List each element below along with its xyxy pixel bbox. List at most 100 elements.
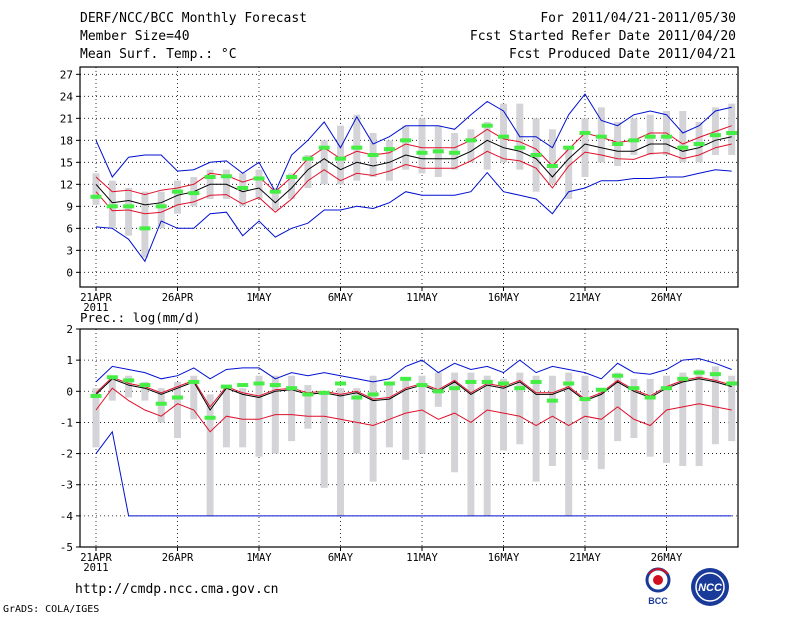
observation-marker [172, 395, 183, 400]
ensemble-box [92, 173, 100, 205]
ensemble-box [255, 375, 263, 457]
observation-marker [237, 186, 249, 190]
header-start-date: Fcst Started Refer Date 2011/04/20 [469, 29, 736, 44]
ensemble-box [190, 375, 198, 420]
ensemble-box [581, 375, 589, 460]
footer-url[interactable]: http://cmdp.ncc.cma.gov.cn [75, 582, 279, 597]
observation-marker [204, 415, 216, 420]
ensemble-box [483, 375, 491, 516]
observation-marker [351, 145, 363, 150]
observation-marker [449, 386, 461, 391]
observation-marker [286, 386, 298, 391]
series-line-lower-spread [95, 387, 732, 433]
x-tick-label: 26MAY [651, 292, 683, 304]
observation-marker [693, 370, 705, 375]
ensemble-box [565, 372, 573, 516]
observation-marker [335, 156, 346, 161]
observation-marker [123, 378, 135, 383]
observation-marker [106, 375, 118, 380]
observation-marker [563, 381, 575, 386]
ensemble-box [728, 375, 736, 442]
ensemble-box [271, 188, 279, 210]
ensemble-box [663, 375, 670, 463]
observation-marker [612, 373, 624, 378]
y-tick-label: 21 [60, 112, 73, 125]
ensemble-box [548, 129, 556, 185]
ensemble-box [125, 375, 133, 398]
header-variable: Mean Surf. Temp.: °C [80, 47, 237, 62]
y-tick-label: 27 [60, 68, 73, 81]
ensemble-box [337, 125, 344, 185]
observation-marker [188, 191, 200, 196]
observation-marker [514, 145, 526, 150]
observation-marker [220, 384, 232, 389]
ensemble-box [141, 191, 149, 258]
observation-marker [318, 145, 330, 150]
x-tick-label: 26APR [162, 552, 194, 564]
series-line-min [95, 430, 732, 517]
ensemble-box [597, 388, 605, 470]
x-year-label: 2011 [83, 562, 108, 574]
x-tick-label: 1MAY [246, 552, 272, 564]
observation-marker [465, 379, 477, 384]
ensemble-box [516, 372, 524, 445]
ensemble-box [483, 122, 491, 170]
series-line-max [95, 358, 732, 383]
observation-marker [595, 134, 607, 139]
ensemble-box [385, 381, 393, 448]
ensemble-box [239, 388, 247, 448]
observation-marker [302, 392, 314, 397]
observation-marker [269, 383, 281, 388]
ensemble-box [728, 103, 736, 155]
footer-credit: GrADS: COLA/IGES [3, 604, 100, 615]
observation-marker [400, 138, 412, 143]
svg-text:NCC: NCC [698, 582, 723, 594]
ensemble-box [679, 111, 687, 163]
observation-marker [726, 381, 738, 386]
observation-marker [335, 381, 346, 386]
y-tick-label: 18 [60, 134, 73, 147]
observation-marker [481, 123, 493, 128]
ensemble-box [337, 388, 344, 516]
ensemble-box [288, 173, 296, 199]
ensemble-box [532, 375, 540, 482]
observation-marker [302, 156, 314, 161]
ensemble-box [500, 103, 507, 163]
series-line-max [95, 93, 732, 193]
plot-frame [79, 66, 739, 288]
ensemble-box [565, 147, 573, 199]
ensemble-box [467, 372, 475, 516]
x-tick-label: 26APR [162, 292, 194, 304]
observation-marker [661, 134, 672, 139]
series-line-mean [95, 378, 732, 411]
ensemble-box [548, 375, 556, 467]
x-tick-label: 11MAY [406, 552, 438, 564]
ensemble-box [451, 372, 459, 473]
y-tick-label: -5 [60, 541, 73, 554]
ensemble-box [630, 118, 638, 155]
ensemble-box [385, 140, 393, 181]
observation-marker [172, 189, 183, 194]
x-tick-label: 26MAY [651, 552, 683, 564]
y-tick-label: -3 [60, 479, 73, 492]
observation-marker [139, 226, 151, 231]
ensemble-box [711, 366, 719, 445]
observation-marker [383, 381, 395, 386]
observation-marker [595, 387, 607, 392]
observation-marker [383, 147, 395, 152]
observation-marker [628, 386, 640, 391]
y-tick-label: 15 [60, 156, 73, 169]
y-tick-label: 1 [66, 354, 73, 367]
ensemble-box [206, 394, 214, 516]
observation-marker [449, 150, 461, 155]
observation-marker [612, 142, 624, 146]
observation-marker [237, 383, 249, 388]
series-line-mean [95, 136, 732, 206]
x-year-label: 2011 [83, 302, 108, 314]
x-tick-label: 21MAY [569, 292, 601, 304]
observation-marker [432, 389, 444, 394]
x-tick-label: 11MAY [406, 292, 438, 304]
ensemble-box [630, 378, 638, 438]
observation-marker [563, 145, 575, 150]
observation-marker [400, 376, 412, 381]
